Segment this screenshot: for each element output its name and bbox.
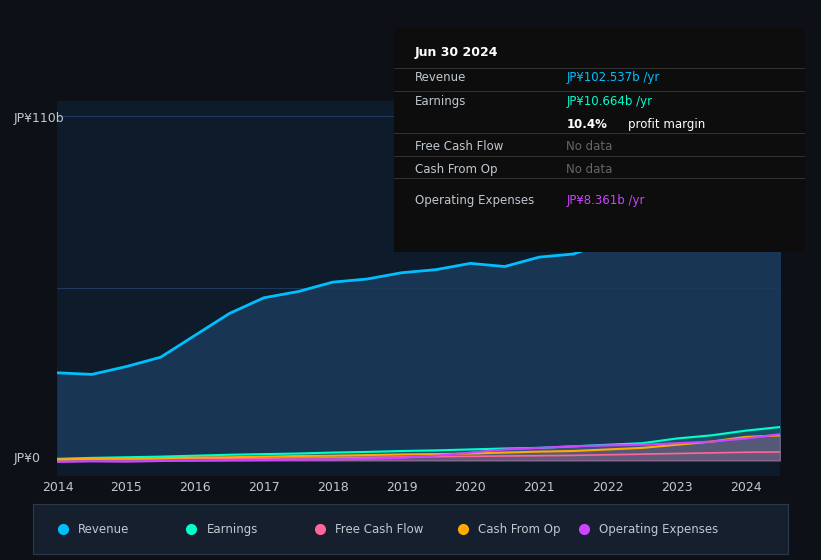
Text: Cash From Op: Cash From Op [415,162,497,176]
Text: Free Cash Flow: Free Cash Flow [335,522,424,536]
Text: Revenue: Revenue [78,522,130,536]
Text: Earnings: Earnings [207,522,258,536]
Text: JP¥110b: JP¥110b [14,112,65,125]
Text: Operating Expenses: Operating Expenses [415,194,534,207]
Text: Jun 30 2024: Jun 30 2024 [415,46,498,59]
Text: JP¥0: JP¥0 [14,452,41,465]
Text: Earnings: Earnings [415,95,466,109]
Text: JP¥10.664b /yr: JP¥10.664b /yr [566,95,653,109]
Text: Operating Expenses: Operating Expenses [599,522,718,536]
Text: No data: No data [566,140,612,153]
Text: Free Cash Flow: Free Cash Flow [415,140,503,153]
Text: profit margin: profit margin [628,118,705,131]
Text: JP¥102.537b /yr: JP¥102.537b /yr [566,71,660,84]
Text: Cash From Op: Cash From Op [479,522,561,536]
Text: No data: No data [566,162,612,176]
Text: Revenue: Revenue [415,71,466,84]
Text: JP¥8.361b /yr: JP¥8.361b /yr [566,194,645,207]
Text: 10.4%: 10.4% [566,118,608,131]
